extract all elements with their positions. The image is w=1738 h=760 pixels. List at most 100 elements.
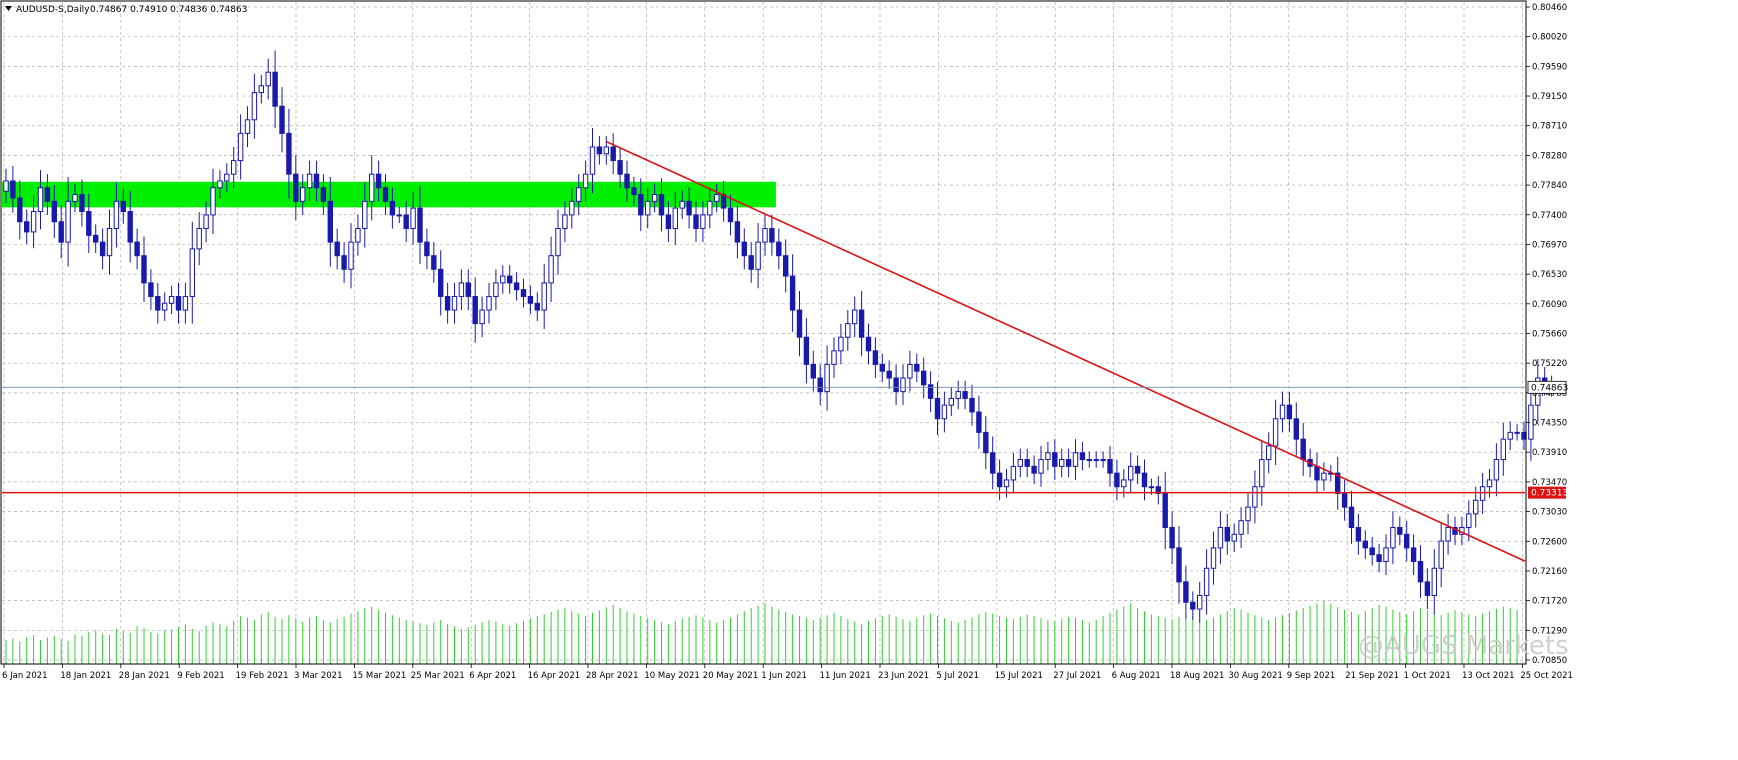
candle xyxy=(1431,549,1437,615)
candle-body-up xyxy=(1217,526,1224,549)
collapse-arrow-icon[interactable] xyxy=(5,6,12,11)
candle-body-up xyxy=(258,85,265,94)
candle xyxy=(927,371,934,412)
candle xyxy=(1493,443,1500,497)
candle-body-up xyxy=(1038,459,1044,474)
y-tick-label: 0.77400 xyxy=(1532,211,1567,221)
x-tick-label: 15 Jul 2021 xyxy=(995,671,1043,681)
symbol-label: AUDUSD-S,Daily xyxy=(16,5,90,15)
candle-body-up xyxy=(30,211,37,233)
candle-body-up xyxy=(224,173,230,182)
candle xyxy=(1404,520,1410,562)
candle xyxy=(1452,516,1458,546)
candle xyxy=(852,296,858,338)
candle-body-down xyxy=(472,295,478,325)
candle xyxy=(1024,448,1030,478)
candle-body-up xyxy=(645,200,651,216)
candle-body-down xyxy=(375,173,382,189)
candle-body-down xyxy=(507,275,513,284)
candle-body-down xyxy=(776,241,782,257)
candle-body-up xyxy=(900,377,906,393)
candle-body-down xyxy=(1286,404,1293,420)
candle-body-up xyxy=(72,194,78,202)
candle-body-down xyxy=(962,391,968,399)
x-tick-label: 3 Mar 2021 xyxy=(294,671,342,681)
candle xyxy=(969,384,975,426)
candle xyxy=(1203,549,1210,615)
candle-body-up xyxy=(603,146,609,155)
candle xyxy=(679,190,685,220)
candle xyxy=(1500,422,1506,476)
candle xyxy=(1341,479,1348,521)
candle xyxy=(665,201,672,243)
candle xyxy=(983,416,989,470)
candle-body-up xyxy=(1128,465,1134,481)
candle xyxy=(1266,432,1272,474)
x-tick-label: 18 Jan 2021 xyxy=(60,671,111,681)
candle xyxy=(465,269,472,311)
candle-body-down xyxy=(320,187,327,202)
y-tick-label: 0.72160 xyxy=(1532,567,1567,577)
y-tick-label: 0.76090 xyxy=(1532,300,1567,310)
candle xyxy=(369,155,375,221)
candle-body-down xyxy=(1224,526,1230,542)
candle xyxy=(762,214,768,256)
candle-body-up xyxy=(1383,547,1389,562)
candle-body-up xyxy=(672,207,678,230)
candle xyxy=(217,170,223,199)
candle-body-down xyxy=(1107,459,1113,474)
x-tick-label: 9 Sep 2021 xyxy=(1287,671,1335,681)
candle xyxy=(693,201,699,243)
candle-body-down xyxy=(1134,465,1141,474)
candle xyxy=(493,269,499,311)
candle-body-up xyxy=(1121,479,1127,488)
candle xyxy=(810,350,816,392)
candle-body-down xyxy=(610,146,616,162)
candle xyxy=(196,212,202,266)
candle xyxy=(1238,507,1244,548)
candle xyxy=(907,350,913,392)
candle-body-down xyxy=(79,194,85,213)
candle xyxy=(638,178,644,232)
candle xyxy=(672,191,678,245)
candle-body-up xyxy=(265,71,271,87)
candle-body-down xyxy=(893,377,899,393)
candle-body-down xyxy=(596,146,603,155)
candle-body-down xyxy=(872,350,879,365)
candle-body-down xyxy=(927,384,934,399)
candle-body-up xyxy=(1010,465,1017,481)
candle-body-up xyxy=(37,187,44,213)
candle-body-down xyxy=(921,370,927,386)
candle xyxy=(603,136,609,165)
candle-body-down xyxy=(58,221,64,243)
candle-body-up xyxy=(231,160,237,175)
candle-body-down xyxy=(1169,526,1175,549)
candle xyxy=(548,236,554,302)
candle xyxy=(431,242,437,283)
candle xyxy=(1169,511,1175,565)
candle-body-up xyxy=(113,200,120,230)
candle xyxy=(168,285,175,315)
candle-body-down xyxy=(638,194,644,216)
candle xyxy=(769,214,775,256)
candle-body-down xyxy=(817,377,823,393)
y-tick-label: 0.71290 xyxy=(1532,626,1567,636)
candle xyxy=(293,155,299,221)
candle xyxy=(734,205,741,259)
candle-body-up xyxy=(762,228,768,243)
candle-body-up xyxy=(369,173,375,202)
candle-body-up xyxy=(831,350,837,365)
candle-body-down xyxy=(658,194,665,216)
candle xyxy=(582,160,589,202)
candle xyxy=(300,174,306,215)
descending-trendline[interactable] xyxy=(605,140,1526,562)
candle xyxy=(286,108,292,199)
candle xyxy=(134,228,140,270)
candle xyxy=(651,183,658,213)
candle-body-up xyxy=(700,214,706,230)
candle xyxy=(1390,511,1396,565)
candle xyxy=(1052,439,1058,480)
candle xyxy=(424,228,430,270)
candle-body-down xyxy=(1335,472,1341,495)
